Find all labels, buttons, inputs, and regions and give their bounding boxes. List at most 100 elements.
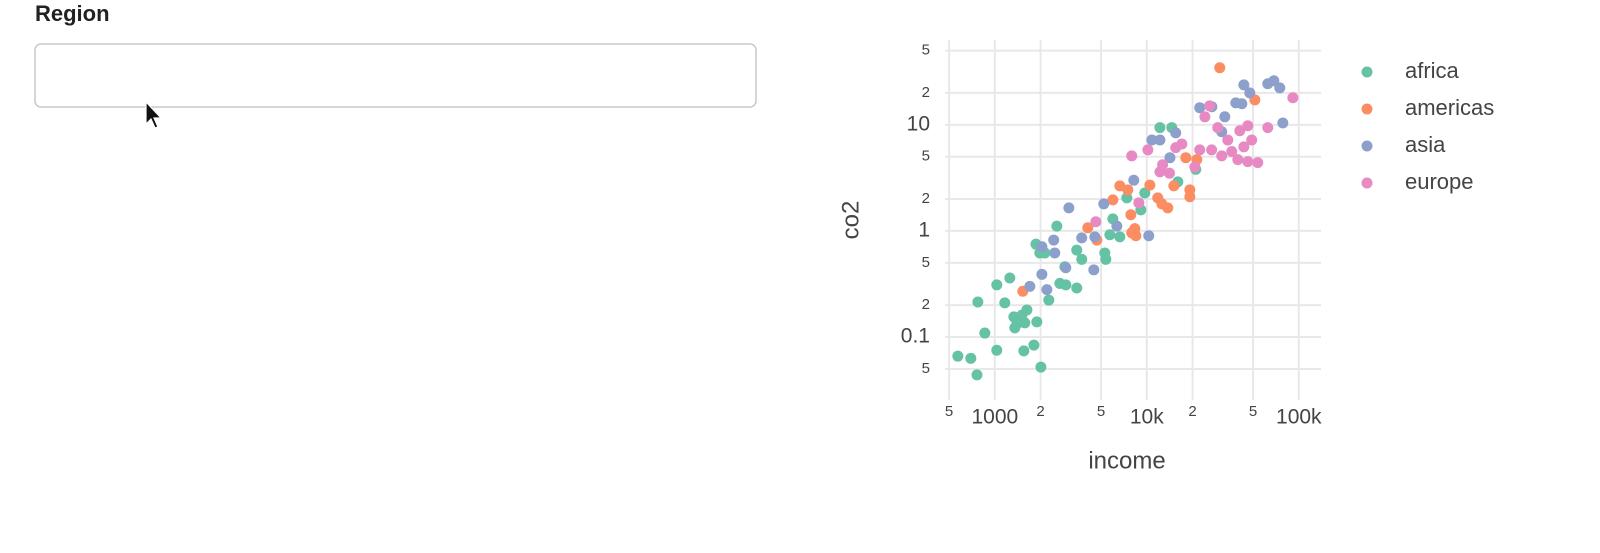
data-point bbox=[1244, 87, 1256, 99]
data-point bbox=[1238, 79, 1250, 91]
data-point bbox=[1031, 316, 1043, 328]
x-tick-label: 100k bbox=[1276, 406, 1322, 429]
data-point bbox=[1104, 229, 1116, 241]
data-point bbox=[1089, 231, 1101, 243]
data-point bbox=[1035, 361, 1047, 373]
data-point bbox=[1232, 154, 1244, 166]
x-tick-label: 5 bbox=[945, 403, 953, 420]
data-point bbox=[1234, 125, 1246, 137]
data-point bbox=[1163, 167, 1175, 179]
legend-marker bbox=[1361, 66, 1373, 78]
data-point bbox=[1226, 146, 1238, 158]
y-tick-label: 5 bbox=[922, 148, 930, 165]
data-point bbox=[952, 350, 964, 362]
data-point bbox=[1036, 241, 1048, 253]
y-tick-label: 2 bbox=[922, 84, 930, 101]
data-point bbox=[1144, 179, 1156, 191]
data-point bbox=[1194, 144, 1206, 156]
data-point bbox=[1125, 209, 1137, 221]
legend-marker bbox=[1361, 177, 1373, 189]
data-point bbox=[1088, 264, 1100, 276]
data-point bbox=[1212, 122, 1224, 134]
data-point bbox=[1246, 134, 1258, 146]
data-point bbox=[991, 344, 1003, 356]
data-point bbox=[1060, 262, 1072, 274]
data-point bbox=[1184, 184, 1196, 196]
legend-label: europe bbox=[1405, 169, 1474, 194]
data-point bbox=[1252, 157, 1264, 169]
data-point bbox=[1063, 202, 1075, 214]
data-point bbox=[1060, 279, 1072, 291]
data-point bbox=[1049, 247, 1061, 259]
data-point bbox=[1024, 280, 1036, 292]
data-point bbox=[1071, 282, 1083, 294]
legend-label: americas bbox=[1405, 95, 1494, 120]
data-point bbox=[1157, 159, 1169, 171]
data-point bbox=[1090, 216, 1102, 228]
data-point bbox=[1028, 339, 1040, 351]
data-point bbox=[1242, 156, 1254, 168]
data-point bbox=[1168, 180, 1180, 192]
x-tick-label: 2 bbox=[1036, 403, 1044, 420]
data-point bbox=[1154, 122, 1166, 134]
data-point bbox=[1170, 127, 1182, 139]
data-point bbox=[1242, 120, 1254, 132]
data-point bbox=[999, 297, 1011, 309]
data-point bbox=[1018, 345, 1030, 357]
chart: income co2 5 1000 2 5 10k 2 5 100k 5 0.1 2 5 1 2 5 10 2 5… bbox=[837, 40, 1494, 474]
data-point bbox=[1041, 284, 1053, 296]
x-tick-label: 2 bbox=[1188, 403, 1196, 420]
legend-marker bbox=[1361, 103, 1373, 115]
y-tick-label: 0.1 bbox=[901, 325, 930, 348]
data-point bbox=[1121, 192, 1133, 204]
x-tick-label: 5 bbox=[1097, 403, 1105, 420]
data-point bbox=[1216, 150, 1228, 162]
data-point bbox=[1133, 197, 1145, 209]
data-point bbox=[1122, 184, 1134, 196]
data-point bbox=[979, 327, 991, 339]
data-point bbox=[1214, 62, 1226, 74]
data-point bbox=[1098, 198, 1110, 210]
x-tick-label: 10k bbox=[1130, 406, 1164, 429]
region-dropdown[interactable] bbox=[34, 43, 757, 108]
data-point bbox=[1164, 152, 1176, 164]
data-point bbox=[972, 296, 984, 308]
data-point bbox=[1189, 161, 1201, 173]
data-point bbox=[1100, 253, 1112, 265]
y-axis-title: co2 bbox=[837, 201, 864, 240]
data-point bbox=[1036, 268, 1048, 280]
data-point bbox=[1219, 111, 1231, 123]
data-point bbox=[1206, 144, 1218, 156]
data-point bbox=[1071, 244, 1083, 256]
data-point bbox=[1076, 232, 1088, 244]
x-axis-title: income bbox=[1088, 447, 1165, 474]
data-point bbox=[1222, 134, 1234, 146]
data-point bbox=[1139, 187, 1151, 199]
data-point bbox=[1176, 138, 1188, 150]
y-tick-label: 5 bbox=[922, 254, 930, 271]
data-point bbox=[1274, 82, 1286, 94]
y-tick-label: 5 bbox=[922, 360, 930, 377]
data-point bbox=[1154, 134, 1166, 146]
data-point bbox=[965, 352, 977, 364]
data-point bbox=[1162, 202, 1174, 214]
data-point bbox=[1126, 150, 1138, 162]
data-point bbox=[1143, 230, 1155, 242]
data-point bbox=[1128, 174, 1140, 186]
data-point bbox=[1180, 152, 1192, 164]
field-label: Region bbox=[35, 1, 110, 26]
data-point bbox=[1146, 134, 1158, 146]
data-point bbox=[1142, 144, 1154, 156]
data-point bbox=[1204, 100, 1216, 112]
data-point bbox=[1082, 222, 1094, 234]
data-point bbox=[1194, 102, 1206, 114]
data-point bbox=[1076, 253, 1088, 265]
data-point bbox=[1262, 122, 1274, 134]
data-point bbox=[1130, 230, 1142, 242]
x-tick-label: 1000 bbox=[971, 406, 1018, 429]
data-point bbox=[1238, 141, 1250, 153]
data-point bbox=[1004, 272, 1016, 284]
data-point bbox=[1114, 231, 1126, 243]
legend-label: africa bbox=[1405, 58, 1460, 83]
